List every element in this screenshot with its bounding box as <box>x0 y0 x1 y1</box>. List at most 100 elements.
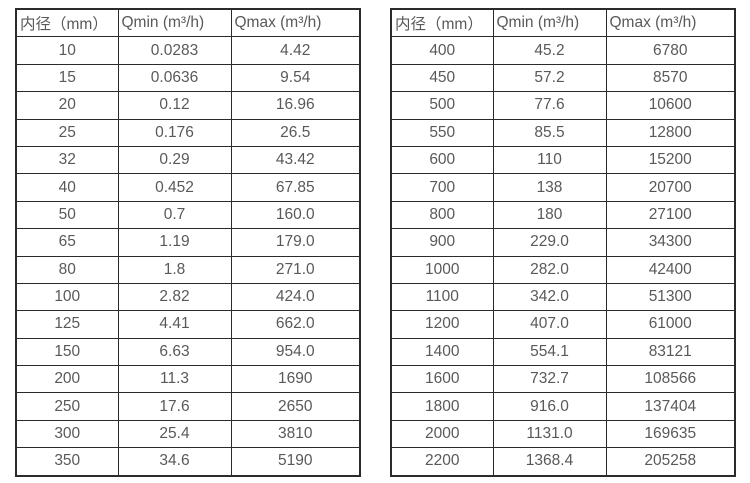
table-cell: 80 <box>15 255 119 284</box>
table-cell: 32 <box>15 145 119 175</box>
table-cell: 2650 <box>230 392 361 421</box>
table-row: 10 0.0283 4.42 <box>15 36 361 65</box>
table-row: 150 6.63 954.0 <box>15 337 361 367</box>
table-cell: 169635 <box>605 419 736 449</box>
table-row: 50 0.7 160.0 <box>15 200 361 230</box>
table-row: 80 1.8 271.0 <box>15 255 361 284</box>
table-cell: 6780 <box>605 36 736 65</box>
table-cell: 34300 <box>605 228 736 257</box>
table-cell: 6.63 <box>117 337 232 367</box>
table-cell: 15200 <box>605 145 736 175</box>
table-cell: 1000 <box>390 255 494 284</box>
table-cell: 10600 <box>605 91 736 120</box>
column-header-diameter: 内径（mm） <box>390 8 494 38</box>
table-row: 20 0.12 16.96 <box>15 91 361 120</box>
table-row: 125 4.41 662.0 <box>15 310 361 339</box>
table-cell: 200 <box>15 365 119 394</box>
table-cell: 0.0636 <box>117 63 232 93</box>
table-cell: 282.0 <box>492 255 607 284</box>
table-cell: 0.452 <box>117 173 232 202</box>
table-cell: 8570 <box>605 63 736 93</box>
table-cell: 40 <box>15 173 119 202</box>
table-cell: 10 <box>15 36 119 65</box>
table-cell: 67.85 <box>230 173 361 202</box>
table-cell: 61000 <box>605 310 736 339</box>
table-cell: 43.42 <box>230 145 361 175</box>
table-cell: 15 <box>15 63 119 93</box>
table-row: 65 1.19 179.0 <box>15 228 361 257</box>
table-cell: 5190 <box>230 447 361 477</box>
table-cell: 500 <box>390 91 494 120</box>
table-cell: 1.19 <box>117 228 232 257</box>
table-cell: 700 <box>390 173 494 202</box>
table-row: 200 11.3 1690 <box>15 365 361 394</box>
table-cell: 1800 <box>390 392 494 421</box>
table-cell: 400 <box>390 36 494 65</box>
header-row: 内径（mm） Qmin (m³/h) Qmax (m³/h) <box>390 8 736 38</box>
table-cell: 450 <box>390 63 494 93</box>
table-cell: 205258 <box>605 447 736 477</box>
table-cell: 180 <box>492 200 607 230</box>
table-cell: 271.0 <box>230 255 361 284</box>
table-cell: 65 <box>15 228 119 257</box>
table-cell: 916.0 <box>492 392 607 421</box>
table-cell: 25 <box>15 118 119 147</box>
table-cell: 160.0 <box>230 200 361 230</box>
table-cell: 2.82 <box>117 282 232 312</box>
table-cell: 800 <box>390 200 494 230</box>
table-row: 15 0.0636 9.54 <box>15 63 361 93</box>
table-cell: 350 <box>15 447 119 477</box>
table-row: 32 0.29 43.42 <box>15 145 361 175</box>
column-header-qmin: Qmin (m³/h) <box>117 8 232 38</box>
table-cell: 34.6 <box>117 447 232 477</box>
table-cell: 110 <box>492 145 607 175</box>
table-row: 2200 1368.4 205258 <box>390 447 736 477</box>
table-cell: 83121 <box>605 337 736 367</box>
flow-spec-table-large-diameters: 内径（mm） Qmin (m³/h) Qmax (m³/h) 400 45.2 67… <box>390 8 736 477</box>
table-cell: 1400 <box>390 337 494 367</box>
table-cell: 50 <box>15 200 119 230</box>
table-cell: 1131.0 <box>492 419 607 449</box>
table-cell: 954.0 <box>230 337 361 367</box>
table-cell: 26.5 <box>230 118 361 147</box>
table-cell: 2200 <box>390 447 494 477</box>
table-cell: 11.3 <box>117 365 232 394</box>
table-cell: 2000 <box>390 419 494 449</box>
table-cell: 42400 <box>605 255 736 284</box>
table-cell: 0.0283 <box>117 36 232 65</box>
table-row: 1000 282.0 42400 <box>390 255 736 284</box>
column-header-qmax: Qmax (m³/h) <box>605 8 736 38</box>
column-header-diameter: 内径（mm） <box>15 8 119 38</box>
table-cell: 108566 <box>605 365 736 394</box>
table-cell: 0.29 <box>117 145 232 175</box>
table-cell: 85.5 <box>492 118 607 147</box>
table-cell: 1.8 <box>117 255 232 284</box>
table-cell: 1600 <box>390 365 494 394</box>
table-row: 550 85.5 12800 <box>390 118 736 147</box>
table-row: 1200 407.0 61000 <box>390 310 736 339</box>
table-cell: 900 <box>390 228 494 257</box>
table-cell: 407.0 <box>492 310 607 339</box>
table-cell: 662.0 <box>230 310 361 339</box>
column-header-qmin: Qmin (m³/h) <box>492 8 607 38</box>
table-cell: 4.42 <box>230 36 361 65</box>
table-cell: 51300 <box>605 282 736 312</box>
table-row: 800 180 27100 <box>390 200 736 230</box>
table-cell: 137404 <box>605 392 736 421</box>
table-cell: 0.7 <box>117 200 232 230</box>
table-cell: 9.54 <box>230 63 361 93</box>
table-cell: 1690 <box>230 365 361 394</box>
table-row: 25 0.176 26.5 <box>15 118 361 147</box>
table-row: 500 77.6 10600 <box>390 91 736 120</box>
table-cell: 1368.4 <box>492 447 607 477</box>
header-row: 内径（mm） Qmin (m³/h) Qmax (m³/h) <box>15 8 361 38</box>
table-row: 2000 1131.0 169635 <box>390 419 736 449</box>
table-row: 1800 916.0 137404 <box>390 392 736 421</box>
table-cell: 17.6 <box>117 392 232 421</box>
table-cell: 25.4 <box>117 419 232 449</box>
table-cell: 20700 <box>605 173 736 202</box>
table-cell: 138 <box>492 173 607 202</box>
flow-spec-table-small-diameters: 内径（mm） Qmin (m³/h) Qmax (m³/h) 10 0.0283 4… <box>15 8 361 477</box>
table-cell: 45.2 <box>492 36 607 65</box>
table-cell: 16.96 <box>230 91 361 120</box>
